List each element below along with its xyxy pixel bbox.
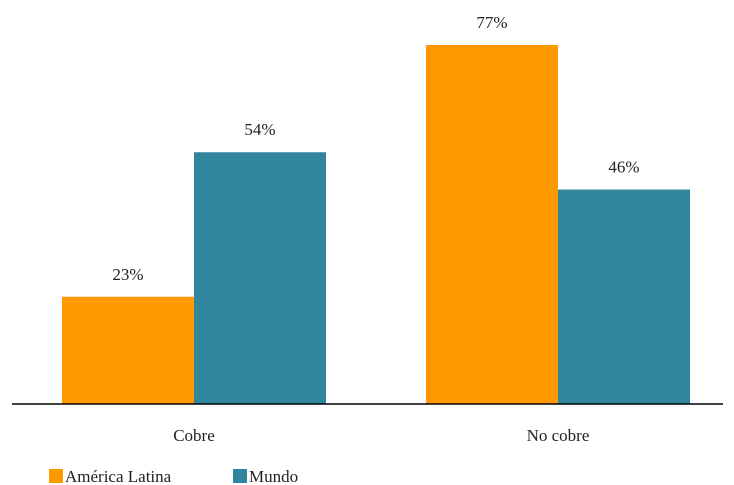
data-label: 23%	[112, 265, 143, 284]
legend-label: América Latina	[65, 467, 172, 485]
bar-mundo-cobre	[194, 152, 326, 404]
category-labels-group: Cobre No cobre	[173, 426, 589, 445]
value-labels-group: 23% 54% 77% 46%	[112, 13, 639, 284]
bar-america-latina-cobre	[62, 296, 194, 404]
bar-mundo-no-cobre	[558, 189, 690, 404]
data-label: 77%	[476, 13, 507, 32]
legend-label: Mundo	[249, 467, 298, 485]
category-label: Cobre	[173, 426, 215, 445]
category-label: No cobre	[527, 426, 590, 445]
bars-group	[62, 45, 690, 404]
bar-america-latina-no-cobre	[426, 45, 558, 404]
data-label: 46%	[608, 158, 639, 177]
legend-swatch	[233, 469, 247, 483]
data-label: 54%	[244, 120, 275, 139]
legend-swatch	[49, 469, 63, 483]
legend: América Latina Mundo	[49, 467, 298, 485]
